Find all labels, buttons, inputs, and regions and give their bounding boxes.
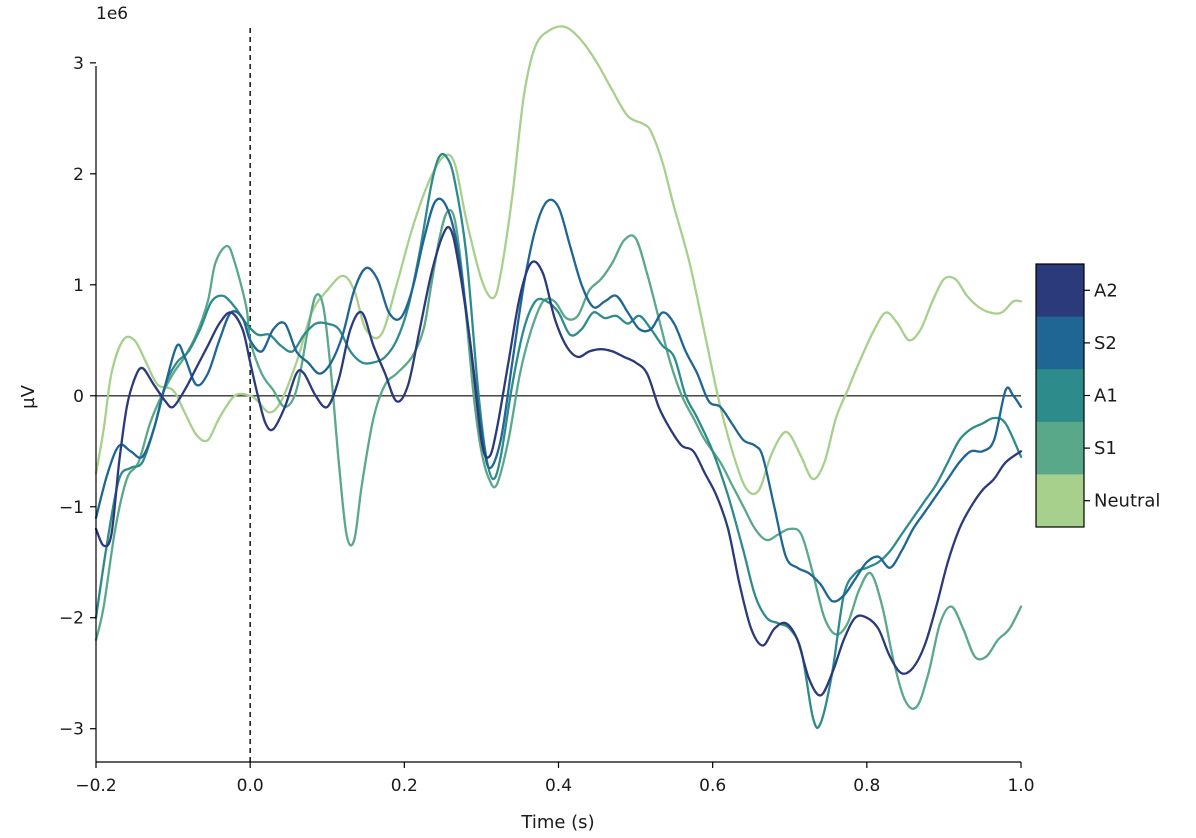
y-tick-label: −2 [59,609,84,629]
legend-label-a2: A2 [1094,280,1118,301]
x-tick-label: −0.2 [75,776,116,796]
y-axis-label: µV [18,384,39,408]
legend-label-s1: S1 [1094,438,1117,459]
series-line-s2 [94,197,1023,603]
legend: A2 S2 A1 S1 Neutral [1035,263,1160,528]
legend-label-neutral: Neutral [1094,491,1160,512]
plot-area [94,25,1023,762]
series-line-neutral [94,25,1023,496]
legend-swatch-s1 [1036,421,1084,475]
x-tick-label: 0.6 [699,776,726,796]
legend-label-a1: A1 [1094,386,1118,407]
legend-swatch-s2 [1036,316,1084,370]
legend-swatch-neutral [1036,474,1084,528]
x-axis-label: Time (s) [520,812,594,833]
x-tick-label: 0.4 [545,776,572,796]
y-offset-label: 1e6 [96,4,128,24]
legend-swatch-a1 [1036,369,1084,423]
x-tick-label: 0.8 [853,776,880,796]
x-tick-label: 1.0 [1007,776,1034,796]
x-tick-label: 0.0 [237,776,264,796]
legend-frame [1035,263,1085,528]
series-line-a2 [94,225,1023,697]
series-line-a1 [94,152,1023,729]
ticks: −0.2 0.0 0.2 0.4 0.6 0.8 1.0 −3 −2 −1 0 1 2 3 [59,54,1035,796]
legend-swatch-a2 [1036,264,1084,318]
x-tick-label: 0.2 [391,776,418,796]
y-tick-label: −1 [59,498,84,518]
y-tick-label: 2 [73,165,84,185]
axes [95,66,1021,763]
y-tick-label: 3 [73,54,84,74]
series-line-s1 [94,208,1023,710]
legend-label-s2: S2 [1094,333,1117,354]
y-tick-label: −3 [59,720,84,740]
y-tick-label: 1 [73,276,84,296]
y-tick-label: 0 [73,387,84,407]
